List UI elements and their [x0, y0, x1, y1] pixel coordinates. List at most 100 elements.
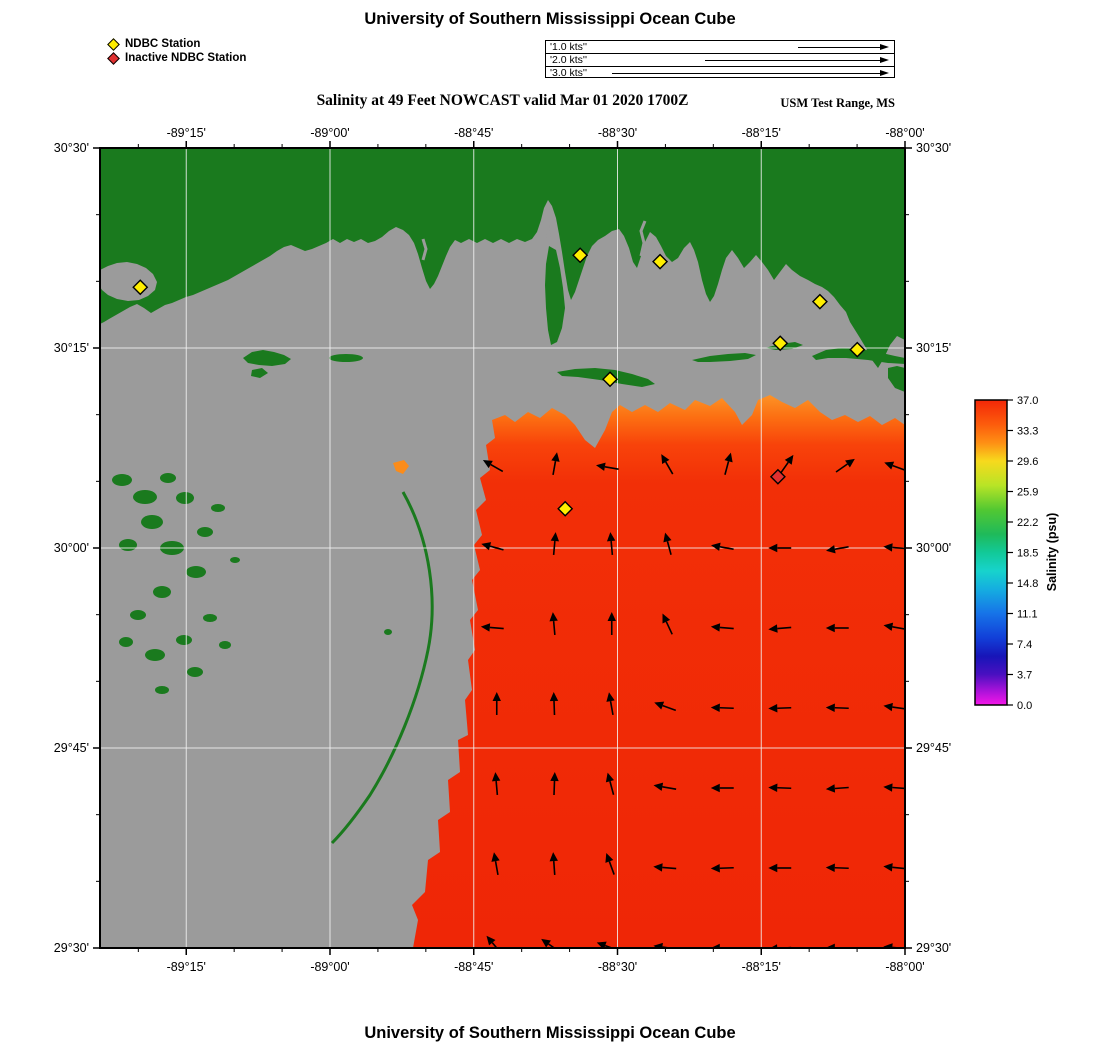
current-vector [552, 620, 556, 636]
scale-arrow-line [798, 47, 881, 49]
ndbc-station-marker [602, 371, 619, 388]
marsh-island [160, 473, 176, 483]
scale-arrowhead-icon [880, 70, 889, 76]
vector-scale-label: '2.0 kts'' [550, 54, 587, 66]
current-vector-head [549, 612, 558, 622]
marsh-island [186, 566, 206, 578]
low-salinity-patch [393, 460, 409, 474]
lon-tick-label: -88°00' [885, 126, 924, 140]
river-inlet [421, 238, 428, 261]
lat-tick-label: 29°30' [54, 941, 89, 955]
current-vector-head [491, 772, 501, 782]
current-vector-head [883, 783, 893, 792]
current-vector [490, 463, 504, 473]
lat-tick-label: 29°45' [54, 741, 89, 755]
current-vector [548, 943, 556, 948]
deer-island-peninsula [545, 246, 565, 345]
region-label: USM Test Range, MS [780, 96, 895, 110]
current-vector [604, 944, 615, 948]
current-vector-head [607, 612, 616, 622]
current-vector [604, 466, 619, 470]
lon-tick-label: -89°00' [310, 960, 349, 974]
colorbar-tick-label: 25.9 [1017, 487, 1038, 499]
vector-scale-row: '2.0 kts'' [546, 54, 894, 67]
ndbc-station-marker [132, 279, 149, 296]
current-vector [724, 461, 730, 475]
current-vector [608, 861, 615, 875]
current-vector-head [710, 703, 720, 712]
colorbar-tick-label: 29.6 [1017, 456, 1038, 468]
lon-tick-label: -89°00' [310, 126, 349, 140]
coastal-blob [888, 366, 905, 392]
current-vector-head [654, 701, 665, 710]
cat-island-south [251, 368, 268, 378]
current-vector-head [486, 935, 496, 946]
current-vector-head [768, 624, 778, 633]
current-vector [835, 463, 848, 473]
marsh-island [119, 637, 133, 647]
colorbar: 37.0 33.3 29.6 25.9 22.2 18.5 14.8 11.1 7.4 3.7 0.… [974, 395, 1059, 712]
colorbar-tick-label: 22.2 [1017, 517, 1038, 529]
current-vector-head [825, 863, 835, 872]
marsh-island [141, 515, 163, 529]
colorbar-tick-label: 14.8 [1017, 578, 1038, 590]
current-vector [610, 540, 614, 556]
lon-tick-label: -89°15' [167, 126, 206, 140]
marsh-island [211, 504, 225, 512]
colorbar-tick-label: 7.4 [1017, 639, 1032, 651]
current-vector-head [596, 462, 606, 471]
current-vector [662, 786, 677, 790]
marsh-island [153, 586, 171, 598]
current-vector-head [653, 863, 663, 872]
map-subtitle: Salinity at 49 Feet NOWCAST valid Mar 01… [316, 92, 689, 109]
legend-row-ndbc: NDBC Station [107, 37, 246, 51]
scale-arrow-line [612, 73, 881, 75]
vector-scale-row: '1.0 kts'' [546, 41, 894, 54]
river-inlet [544, 203, 554, 239]
current-vector [489, 545, 504, 551]
current-vector-head [883, 702, 893, 712]
current-vector [777, 626, 792, 630]
cat-island [243, 350, 291, 366]
legend-label-inactive-ndbc: Inactive NDBC Station [125, 52, 247, 64]
marsh-island [203, 614, 217, 622]
current-vector [489, 626, 504, 630]
current-vector-head [768, 863, 778, 873]
marsh-island [197, 527, 213, 537]
current-vector [609, 700, 614, 716]
vector-scale-label: '3.0 kts'' [550, 67, 587, 79]
colorbar-tick-label: 11.1 [1017, 609, 1038, 621]
scale-arrow-line [705, 60, 881, 62]
page-title: University of Southern Mississippi Ocean… [364, 10, 736, 28]
current-vector-head [549, 692, 559, 702]
current-vector [662, 866, 677, 870]
current-vector-head [711, 542, 721, 551]
lat-tick-label: 30°00' [916, 541, 951, 555]
colorbar-tick-label: 18.5 [1017, 548, 1038, 560]
current-vector-head [884, 461, 895, 470]
current-vector-head [710, 623, 721, 632]
page-footer: University of Southern Mississippi Ocean… [364, 1024, 736, 1042]
current-vector [719, 626, 734, 630]
lat-tick-label: 30°00' [54, 541, 89, 555]
lon-tick-label: -88°15' [742, 126, 781, 140]
current-vector-head [550, 772, 559, 782]
marsh-island [176, 492, 194, 504]
current-vector-head [606, 692, 615, 702]
lon-tick-label: -88°30' [598, 960, 637, 974]
current-vector [892, 546, 905, 550]
marsh-island [133, 490, 157, 504]
chandeleur-islands-arc [330, 491, 434, 845]
current-vector-head [883, 622, 894, 631]
current-vector-head [492, 692, 501, 702]
marsh-island [176, 635, 192, 645]
lon-tick-label: -88°00' [885, 960, 924, 974]
lon-tick-label: -88°45' [454, 126, 493, 140]
current-vector-head [768, 543, 778, 553]
current-vector-head [845, 458, 855, 468]
current-vector [495, 780, 499, 796]
colorbar-ticks: 37.0 33.3 29.6 25.9 22.2 18.5 14.8 11.1 7.4 3.7 0.… [1007, 395, 1038, 712]
current-vector [892, 626, 905, 630]
scale-arrowhead-icon [880, 44, 889, 50]
